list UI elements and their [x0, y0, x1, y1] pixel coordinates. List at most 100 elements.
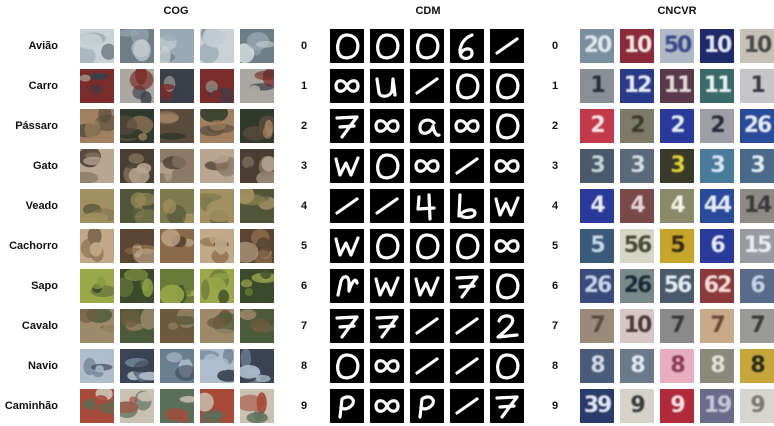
cog-sample-image [240, 189, 274, 223]
cdm-sample-image [410, 29, 444, 63]
cdm-sample-image [370, 389, 404, 423]
cog-sample-image [120, 389, 154, 423]
cog-sample-image [80, 69, 114, 103]
cncvr-sample-digits: 26 [583, 273, 613, 298]
cncvr-sample-image: 56 [660, 269, 694, 303]
cncvr-sample-digits: 4 [670, 193, 685, 218]
class-label: Gato [32, 160, 58, 172]
cdm-sample-image [410, 349, 444, 383]
cog-sample-image [160, 189, 194, 223]
cdm-sample-image [330, 229, 364, 263]
digit-label: 5 [551, 240, 559, 252]
digit-label: 7 [300, 320, 308, 332]
cdm-sample-image [410, 69, 444, 103]
cog-sample-image [200, 269, 234, 303]
cog-sample-image [200, 69, 234, 103]
cog-sample-image [240, 69, 274, 103]
cncvr-sample-image: 8 [740, 349, 774, 383]
cncvr-sample-image: 2 [660, 109, 694, 143]
cncvr-sample-digits: 4 [630, 193, 645, 218]
class-label: Cachorro [9, 240, 58, 252]
cncvr-sample-image: 2 [700, 109, 734, 143]
cdm-sample-image [370, 349, 404, 383]
panel-title-cog: COG [163, 5, 189, 17]
cncvr-sample-digits: 7 [670, 313, 685, 338]
cog-sample-image [200, 149, 234, 183]
cog-sample-image [80, 389, 114, 423]
cog-sample-image [80, 269, 114, 303]
cncvr-sample-digits: 56 [663, 273, 693, 298]
cdm-sample-image [450, 189, 484, 223]
cncvr-sample-image: 39 [580, 389, 614, 423]
cncvr-sample-digits: 10 [623, 313, 653, 338]
cdm-sample-image [370, 109, 404, 143]
cdm-sample-image [410, 109, 444, 143]
cog-sample-image [240, 229, 274, 263]
cncvr-sample-image: 26 [740, 109, 774, 143]
digit-label: 0 [300, 40, 308, 52]
cncvr-sample-image: 44 [700, 189, 734, 223]
cog-sample-image [200, 389, 234, 423]
cncvr-sample-image: 3 [660, 149, 694, 183]
cncvr-sample-digits: 3 [750, 153, 765, 178]
class-label: Veado [25, 200, 58, 212]
cncvr-sample-image: 2 [580, 109, 614, 143]
cncvr-sample-image: 56 [620, 229, 654, 263]
cdm-sample-image [370, 229, 404, 263]
class-label: Avião [28, 40, 58, 52]
cncvr-sample-digits: 8 [630, 353, 645, 378]
cncvr-sample-digits: 5 [590, 233, 605, 258]
cncvr-sample-digits: 9 [750, 393, 765, 418]
cncvr-sample-digits: 26 [623, 273, 653, 298]
cncvr-sample-digits: 50 [663, 33, 693, 58]
cdm-sample-image [450, 309, 484, 343]
cog-sample-image [120, 309, 154, 343]
digit-label: 2 [300, 120, 308, 132]
cncvr-sample-digits: 7 [710, 313, 725, 338]
cog-sample-image [120, 29, 154, 63]
cog-image-grid [80, 29, 274, 423]
cdm-sample-image [490, 309, 524, 343]
cdm-sample-image [490, 69, 524, 103]
cncvr-sample-image: 26 [580, 269, 614, 303]
cog-sample-image [80, 309, 114, 343]
cncvr-sample-image: 7 [740, 309, 774, 343]
digit-label: 8 [551, 360, 559, 372]
digit-label: 4 [551, 200, 559, 212]
cncvr-sample-digits: 11 [703, 73, 733, 98]
cncvr-sample-image: 62 [700, 269, 734, 303]
cncvr-sample-digits: 3 [710, 153, 725, 178]
cog-sample-image [200, 349, 234, 383]
cncvr-sample-image: 10 [620, 309, 654, 343]
cdm-sample-image [490, 149, 524, 183]
cdm-sample-image [410, 189, 444, 223]
cog-sample-image [80, 349, 114, 383]
cncvr-sample-digits: 6 [750, 273, 765, 298]
cdm-sample-image [490, 189, 524, 223]
class-label: Sapo [31, 280, 58, 292]
cncvr-sample-digits: 4 [590, 193, 605, 218]
cdm-digit-label-column: 0 1 2 3 4 5 6 7 8 9 [292, 26, 316, 426]
cdm-sample-image [370, 29, 404, 63]
cog-sample-image [240, 309, 274, 343]
digit-label: 6 [551, 280, 559, 292]
cncvr-sample-image: 7 [700, 309, 734, 343]
cncvr-sample-digits: 8 [670, 353, 685, 378]
cog-sample-image [160, 389, 194, 423]
cog-sample-image [80, 109, 114, 143]
cncvr-sample-digits: 8 [710, 353, 725, 378]
cdm-sample-image [490, 389, 524, 423]
cncvr-sample-digits: 39 [583, 393, 613, 418]
cncvr-sample-image: 10 [620, 29, 654, 63]
cncvr-sample-image: 3 [700, 149, 734, 183]
digit-label: 4 [300, 200, 308, 212]
cdm-sample-image [410, 309, 444, 343]
cog-sample-image [120, 149, 154, 183]
cncvr-sample-image: 19 [700, 389, 734, 423]
cog-sample-image [240, 269, 274, 303]
cdm-sample-image [490, 349, 524, 383]
cog-sample-image [160, 29, 194, 63]
cdm-sample-image [370, 269, 404, 303]
cncvr-sample-image: 20 [580, 29, 614, 63]
cncvr-sample-image: 7 [580, 309, 614, 343]
